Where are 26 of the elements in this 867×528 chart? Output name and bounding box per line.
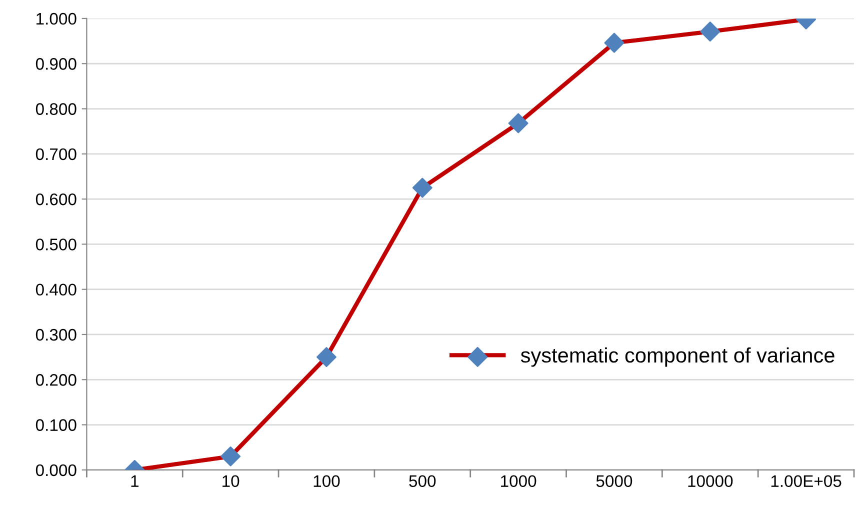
y-tick-label: 0.200 bbox=[36, 374, 76, 386]
legend-label: systematic component of variance bbox=[520, 347, 834, 367]
y-tick-label: 0.300 bbox=[36, 328, 76, 341]
y-tick-label: 1.000 bbox=[36, 12, 76, 25]
x-tick-label: 500 bbox=[409, 475, 436, 488]
y-tick-label: 0.500 bbox=[36, 238, 76, 250]
y-tick-label: 0.600 bbox=[36, 193, 76, 206]
y-tick-label: 0.700 bbox=[36, 148, 76, 160]
y-tick-label: 0.000 bbox=[36, 464, 76, 476]
y-tick-label: 0.800 bbox=[36, 103, 76, 115]
x-tick-label: 10000 bbox=[688, 475, 733, 488]
y-tick-label: 0.100 bbox=[36, 419, 76, 431]
x-tick-label: 1000 bbox=[501, 475, 536, 488]
x-tick-label: 10 bbox=[222, 475, 240, 488]
x-tick-label: 1.00E+05 bbox=[771, 475, 842, 488]
x-tick-label: 5000 bbox=[596, 475, 632, 488]
point bbox=[220, 446, 241, 466]
point bbox=[508, 113, 528, 134]
point bbox=[700, 22, 720, 42]
point bbox=[412, 178, 432, 198]
point bbox=[604, 32, 624, 53]
y-tick-label: 0.900 bbox=[36, 58, 76, 70]
y-tick-label: 0.400 bbox=[36, 284, 76, 296]
x-tick-label: 100 bbox=[314, 475, 340, 488]
x-tick-label: 1 bbox=[131, 475, 138, 487]
point bbox=[316, 347, 336, 368]
